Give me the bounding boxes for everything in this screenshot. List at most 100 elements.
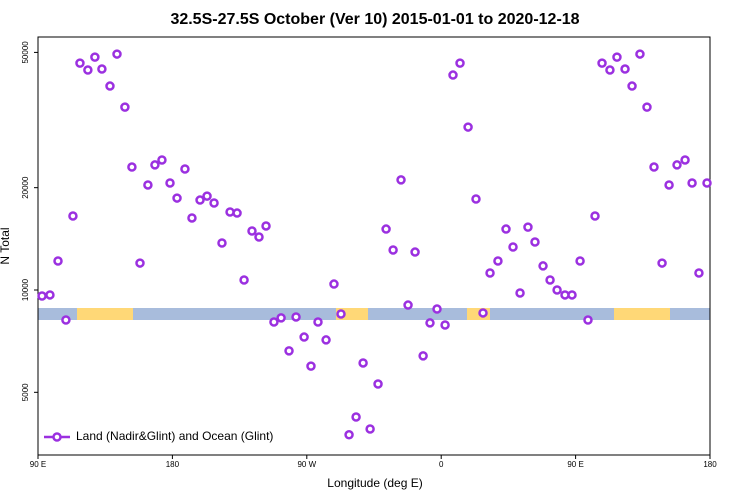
x-tick-label: 90 E bbox=[567, 460, 583, 469]
point bbox=[217, 238, 227, 248]
point bbox=[254, 232, 264, 242]
point bbox=[605, 65, 615, 75]
point bbox=[209, 198, 219, 208]
x-axis-label: Longitude (deg E) bbox=[327, 476, 422, 490]
point bbox=[165, 178, 175, 188]
point bbox=[463, 122, 473, 132]
point bbox=[313, 317, 323, 327]
legend-label: Land (Nadir&Glint) and Ocean (Glint) bbox=[76, 429, 273, 443]
point bbox=[440, 320, 450, 330]
point bbox=[583, 315, 593, 325]
point bbox=[336, 309, 346, 319]
y-tick-label: 10000 bbox=[21, 278, 30, 301]
point bbox=[388, 245, 398, 255]
point bbox=[269, 317, 279, 327]
point bbox=[597, 58, 607, 68]
point bbox=[45, 290, 55, 300]
point bbox=[239, 275, 249, 285]
point bbox=[105, 81, 115, 91]
point bbox=[143, 180, 153, 190]
point bbox=[291, 312, 301, 322]
point bbox=[657, 258, 667, 268]
point bbox=[432, 304, 442, 314]
point bbox=[329, 279, 339, 289]
point bbox=[284, 346, 294, 356]
point bbox=[515, 288, 525, 298]
point bbox=[150, 160, 160, 170]
point bbox=[425, 318, 435, 328]
point bbox=[195, 195, 205, 205]
point bbox=[545, 275, 555, 285]
point bbox=[127, 162, 137, 172]
point bbox=[276, 313, 286, 323]
plot-frame bbox=[37, 36, 711, 456]
point bbox=[612, 52, 622, 62]
point bbox=[455, 58, 465, 68]
point bbox=[694, 268, 704, 278]
x-tick-label: 0 bbox=[439, 460, 444, 469]
point bbox=[396, 175, 406, 185]
point bbox=[120, 102, 130, 112]
x-tick-label: 180 bbox=[703, 460, 717, 469]
point bbox=[299, 332, 309, 342]
point bbox=[702, 178, 712, 188]
point bbox=[523, 222, 533, 232]
point bbox=[448, 70, 458, 80]
point bbox=[53, 256, 63, 266]
point bbox=[410, 247, 420, 257]
point bbox=[306, 361, 316, 371]
point bbox=[590, 211, 600, 221]
y-tick-label: 20000 bbox=[21, 176, 30, 199]
point bbox=[365, 424, 375, 434]
point bbox=[351, 412, 361, 422]
point bbox=[627, 81, 637, 91]
point bbox=[135, 258, 145, 268]
point bbox=[61, 315, 71, 325]
point bbox=[530, 237, 540, 247]
point bbox=[552, 285, 562, 295]
point bbox=[321, 335, 331, 345]
point bbox=[90, 52, 100, 62]
point bbox=[471, 194, 481, 204]
point bbox=[381, 224, 391, 234]
point bbox=[68, 211, 78, 221]
point bbox=[567, 290, 577, 300]
point bbox=[202, 191, 212, 201]
chart-title: 32.5S-27.5S October (Ver 10) 2015-01-01 … bbox=[170, 11, 579, 28]
y-tick-label: 50000 bbox=[21, 41, 30, 64]
point bbox=[575, 256, 585, 266]
x-tick-label: 90 W bbox=[297, 460, 316, 469]
point bbox=[418, 351, 428, 361]
point bbox=[344, 430, 354, 440]
point bbox=[261, 221, 271, 231]
point bbox=[403, 300, 413, 310]
point bbox=[635, 49, 645, 59]
y-tick-label: 5000 bbox=[21, 383, 30, 401]
point bbox=[373, 379, 383, 389]
point bbox=[680, 155, 690, 165]
point bbox=[478, 308, 488, 318]
point bbox=[157, 155, 167, 165]
point bbox=[187, 213, 197, 223]
point bbox=[642, 102, 652, 112]
x-tick-label: 90 E bbox=[30, 460, 46, 469]
x-tick-label: 180 bbox=[166, 460, 180, 469]
point bbox=[247, 226, 257, 236]
point bbox=[649, 162, 659, 172]
map-strip bbox=[38, 308, 710, 320]
point bbox=[97, 64, 107, 74]
y-axis-label: N Total bbox=[0, 227, 12, 264]
point bbox=[358, 358, 368, 368]
point bbox=[37, 291, 47, 301]
point bbox=[664, 180, 674, 190]
point bbox=[501, 224, 511, 234]
point bbox=[172, 193, 182, 203]
point bbox=[493, 256, 503, 266]
legend-marker bbox=[52, 432, 62, 442]
point bbox=[75, 58, 85, 68]
point bbox=[485, 268, 495, 278]
point bbox=[508, 242, 518, 252]
point bbox=[112, 49, 122, 59]
point bbox=[672, 160, 682, 170]
